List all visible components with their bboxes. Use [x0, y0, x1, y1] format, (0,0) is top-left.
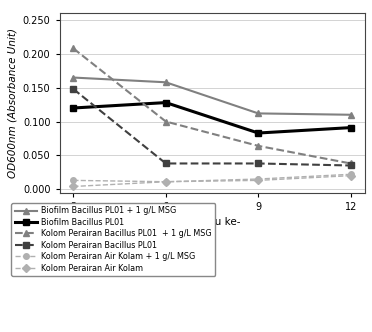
Kolom Perairan Bacillus PL01  + 1 g/L MSG — [71, 46, 76, 50]
Line: Kolom Perairan Bacillus PL01  + 1 g/L MSG: Kolom Perairan Bacillus PL01 + 1 g/L MSG — [70, 45, 354, 167]
Y-axis label: OD600nm (Absorbance Unit): OD600nm (Absorbance Unit) — [7, 28, 17, 178]
Kolom Perairan Bacillus PL01 — [71, 87, 76, 91]
X-axis label: Minggu ke-: Minggu ke- — [183, 217, 241, 227]
Kolom Perairan Bacillus PL01  + 1 g/L MSG — [349, 161, 353, 165]
Kolom Perairan Bacillus PL01 — [349, 163, 353, 167]
Line: Kolom Perairan Air Kolam: Kolom Perairan Air Kolam — [71, 173, 353, 189]
Kolom Perairan Air Kolam — [71, 185, 76, 189]
Line: Kolom Perairan Bacillus PL01: Kolom Perairan Bacillus PL01 — [70, 86, 354, 169]
Biofilm Bacillus PL01 — [256, 131, 260, 135]
Kolom Perairan Air Kolam + 1 g/L MSG — [349, 172, 353, 176]
Kolom Perairan Air Kolam + 1 g/L MSG — [71, 178, 76, 182]
Line: Biofilm Bacillus PL01 + 1 g/L MSG: Biofilm Bacillus PL01 + 1 g/L MSG — [70, 74, 354, 118]
Kolom Perairan Bacillus PL01  + 1 g/L MSG — [256, 144, 260, 148]
Biofilm Bacillus PL01 — [164, 101, 168, 105]
Biofilm Bacillus PL01 + 1 g/L MSG — [349, 113, 353, 117]
Kolom Perairan Bacillus PL01 — [164, 161, 168, 165]
Legend: Biofilm Bacillus PL01 + 1 g/L MSG, Biofilm Bacillus PL01, Kolom Perairan Bacillu: Biofilm Bacillus PL01 + 1 g/L MSG, Biofi… — [12, 203, 215, 276]
Biofilm Bacillus PL01 + 1 g/L MSG — [164, 80, 168, 84]
Biofilm Bacillus PL01 + 1 g/L MSG — [71, 76, 76, 80]
Kolom Perairan Air Kolam — [164, 180, 168, 184]
Line: Biofilm Bacillus PL01: Biofilm Bacillus PL01 — [70, 99, 354, 136]
Biofilm Bacillus PL01 + 1 g/L MSG — [256, 112, 260, 116]
Kolom Perairan Bacillus PL01 — [256, 161, 260, 165]
Kolom Perairan Bacillus PL01  + 1 g/L MSG — [164, 120, 168, 124]
Biofilm Bacillus PL01 — [349, 125, 353, 129]
Kolom Perairan Air Kolam — [349, 174, 353, 178]
Kolom Perairan Air Kolam + 1 g/L MSG — [256, 177, 260, 181]
Kolom Perairan Air Kolam + 1 g/L MSG — [164, 180, 168, 184]
Line: Kolom Perairan Air Kolam + 1 g/L MSG: Kolom Perairan Air Kolam + 1 g/L MSG — [71, 172, 353, 185]
Kolom Perairan Air Kolam — [256, 178, 260, 182]
Biofilm Bacillus PL01 — [71, 106, 76, 110]
